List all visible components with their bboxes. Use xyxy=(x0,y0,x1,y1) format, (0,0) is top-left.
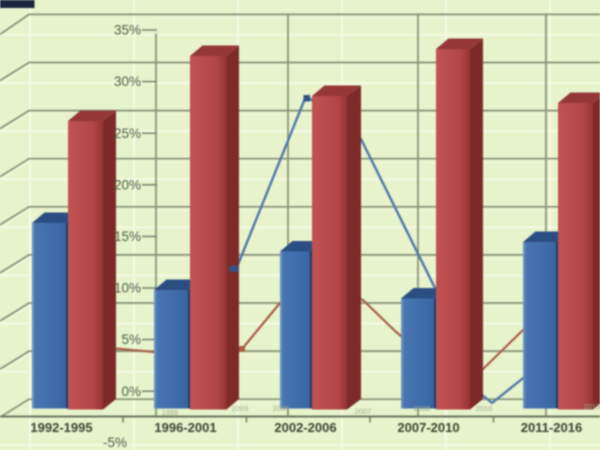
svg-text:2008: 2008 xyxy=(414,404,431,413)
svg-text:15%: 15% xyxy=(114,229,141,244)
svg-text:25%: 25% xyxy=(114,126,141,141)
svg-text:1996-2001: 1996-2001 xyxy=(154,420,216,435)
svg-text:2011-2016: 2011-2016 xyxy=(521,420,582,435)
svg-text:1999: 1999 xyxy=(162,408,179,417)
svg-text:1992-1995: 1992-1995 xyxy=(30,420,92,435)
svg-text:2006: 2006 xyxy=(273,404,290,413)
svg-text:5%: 5% xyxy=(121,332,141,347)
svg-text:20%: 20% xyxy=(114,177,141,192)
svg-text:2007: 2007 xyxy=(355,407,372,416)
svg-text:-5%: -5% xyxy=(103,435,127,450)
svg-text:2010: 2010 xyxy=(476,404,493,413)
svg-text:2003: 2003 xyxy=(232,404,249,413)
svg-text:10%: 10% xyxy=(114,281,141,296)
svg-text:2002-2006: 2002-2006 xyxy=(274,420,336,435)
svg-text:35%: 35% xyxy=(114,23,141,38)
svg-text:0%: 0% xyxy=(121,384,141,399)
svg-text:2013: 2013 xyxy=(584,402,600,411)
svg-text:30%: 30% xyxy=(114,74,141,89)
svg-text:2007-2010: 2007-2010 xyxy=(397,420,459,435)
